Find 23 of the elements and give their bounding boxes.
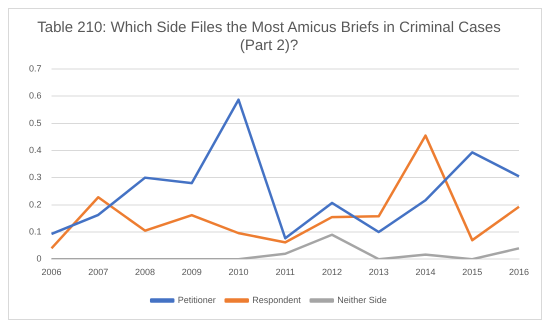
x-tick-label: 2015: [462, 267, 482, 278]
x-tick-label: 2008: [134, 267, 156, 278]
x-tick-label: 2016: [508, 267, 530, 278]
y-tick-label: 0.2: [28, 199, 42, 210]
legend-label: Respondent: [252, 294, 302, 305]
x-tick-label: 2009: [182, 267, 202, 278]
x-tick-label: 2010: [228, 267, 249, 278]
x-tick-label: 2013: [368, 267, 389, 278]
legend-label: Petitioner: [178, 294, 216, 305]
y-tick-label: 0: [36, 254, 42, 264]
x-tick-label: 2012: [322, 267, 342, 278]
y-tick-label: 0.3: [28, 172, 42, 182]
y-tick-label: 0.6: [28, 90, 42, 101]
chart-title: Table 210: Which Side Files the Most Amicus Briefs in Criminal Cases (Part 2)?: [37, 19, 501, 54]
x-tick-label: 2007: [88, 267, 108, 278]
y-tick-label: 0.4: [28, 145, 42, 155]
x-tick-label: 2011: [276, 267, 295, 278]
x-tick-label: 2014: [415, 267, 436, 278]
x-tick-label: 2006: [41, 267, 62, 278]
y-tick-label: 0.1: [28, 226, 42, 237]
y-tick-label: 0.7: [28, 63, 42, 74]
y-tick-label: 0.5: [28, 118, 42, 128]
legend-label: Neither Side: [337, 294, 387, 305]
